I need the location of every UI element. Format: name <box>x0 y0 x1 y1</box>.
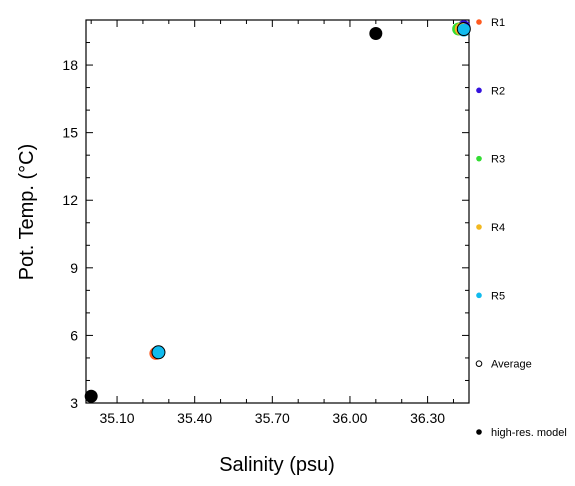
y-axis-label: Pot. Temp. (°C) <box>16 144 38 281</box>
legend-marker <box>476 292 482 299</box>
data-points <box>84 20 471 403</box>
legend-label: Average <box>491 359 532 371</box>
legend-label: R3 <box>491 154 505 166</box>
y-tick-label: 18 <box>62 57 78 73</box>
x-tick-label: 36.30 <box>410 410 445 426</box>
data-point <box>151 345 166 360</box>
legend-label: R1 <box>491 17 505 29</box>
x-tick-label: 36.00 <box>332 410 367 426</box>
legend-marker <box>476 19 482 25</box>
y-axis-ticks: 3 6 9 12 15 18 <box>62 19 469 411</box>
y-tick-label: 6 <box>70 327 78 343</box>
legend-marker <box>476 155 482 162</box>
y-tick-label: 9 <box>70 260 78 276</box>
plot-frame <box>85 19 470 404</box>
legend-label: R2 <box>491 85 505 97</box>
legend: R1 R2 R3 R4 R5 Average high-res. model <box>475 17 567 439</box>
legend-label: high-res. model <box>491 427 567 439</box>
data-point <box>369 27 383 41</box>
legend-marker <box>475 360 483 367</box>
x-tick-label: 35.70 <box>255 410 290 426</box>
x-tick-label: 35.40 <box>177 410 212 426</box>
legend-marker <box>476 87 482 94</box>
y-tick-label: 3 <box>70 395 78 411</box>
x-axis-ticks: 35.10 35.40 35.70 36.00 36.30 <box>90 20 454 426</box>
data-point <box>151 345 165 359</box>
data-point <box>457 23 471 37</box>
legend-marker <box>476 429 482 435</box>
legend-label: R4 <box>491 222 505 234</box>
data-point <box>84 389 98 403</box>
y-tick-label: 12 <box>62 192 78 208</box>
data-point <box>456 22 471 37</box>
legend-label: R5 <box>491 290 505 302</box>
x-tick-label: 35.10 <box>100 410 135 426</box>
x-axis-label: Salinity (psu) <box>219 454 335 476</box>
legend-marker <box>476 224 482 230</box>
y-tick-label: 15 <box>62 125 78 141</box>
